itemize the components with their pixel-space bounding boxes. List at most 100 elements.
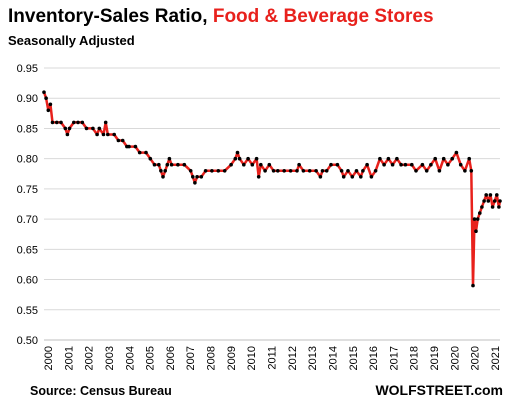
chart-title-highlight: Food & Beverage Stores bbox=[212, 6, 434, 27]
x-tick-label: 2020 bbox=[449, 346, 461, 370]
data-point bbox=[191, 175, 195, 179]
data-point bbox=[472, 217, 477, 221]
data-point bbox=[414, 169, 418, 173]
y-tick-label: 0.75 bbox=[17, 184, 38, 196]
data-point bbox=[216, 169, 221, 173]
data-point bbox=[490, 205, 495, 209]
data-point bbox=[492, 199, 497, 203]
data-point bbox=[235, 150, 240, 155]
data-point bbox=[152, 162, 157, 167]
data-point bbox=[365, 162, 369, 167]
x-tick-label: 2009 bbox=[226, 346, 238, 370]
data-point bbox=[222, 169, 227, 173]
data-point bbox=[420, 162, 425, 167]
data-point bbox=[467, 156, 472, 161]
x-tick-label: 2017 bbox=[388, 346, 400, 370]
data-point bbox=[148, 156, 153, 161]
source-note: Source: Census Bureau bbox=[30, 384, 172, 398]
data-point bbox=[242, 162, 246, 167]
data-point bbox=[246, 156, 250, 161]
data-point bbox=[199, 175, 204, 179]
data-point bbox=[314, 169, 318, 173]
data-point bbox=[195, 175, 199, 179]
data-point bbox=[59, 120, 63, 125]
data-point bbox=[320, 169, 325, 173]
data-point bbox=[488, 193, 493, 197]
data-point bbox=[301, 169, 306, 173]
x-tick-label: 2003 bbox=[104, 346, 116, 370]
data-point bbox=[335, 162, 340, 167]
y-tick-label: 0.90 bbox=[17, 93, 38, 105]
data-point bbox=[295, 169, 299, 173]
data-point bbox=[495, 193, 499, 197]
data-point bbox=[237, 156, 242, 161]
data-point bbox=[50, 120, 55, 125]
data-point bbox=[446, 162, 450, 167]
data-point bbox=[267, 162, 272, 167]
data-point bbox=[297, 162, 301, 167]
data-point bbox=[112, 132, 116, 137]
data-point bbox=[475, 217, 480, 221]
data-point bbox=[210, 169, 214, 173]
data-point bbox=[91, 126, 95, 131]
data-point bbox=[159, 169, 163, 173]
data-point bbox=[229, 162, 233, 167]
data-point bbox=[161, 175, 165, 179]
data-point bbox=[44, 96, 48, 100]
data-point bbox=[63, 126, 68, 131]
data-point bbox=[80, 120, 85, 125]
x-tick-label: 2015 bbox=[348, 346, 360, 370]
data-point bbox=[144, 150, 148, 155]
data-point bbox=[84, 126, 89, 131]
y-tick-label: 0.65 bbox=[17, 244, 38, 256]
data-point bbox=[350, 175, 355, 179]
x-tick-label: 2002 bbox=[84, 346, 96, 370]
chart-subtitle: Seasonally Adjusted bbox=[8, 33, 135, 48]
data-point bbox=[450, 156, 455, 161]
data-point bbox=[282, 169, 287, 173]
y-tick-label: 0.50 bbox=[17, 335, 38, 347]
data-point bbox=[382, 162, 386, 167]
data-point bbox=[193, 181, 197, 185]
data-point bbox=[165, 162, 170, 167]
x-axis-tick-labels: 2000 2001 2002 2003 2004 2005 2006 2007 2008 2009… bbox=[43, 346, 502, 370]
data-point bbox=[329, 162, 333, 167]
data-point bbox=[188, 169, 193, 173]
data-point bbox=[354, 169, 359, 173]
x-tick-label: 2006 bbox=[165, 346, 177, 370]
data-point bbox=[474, 229, 478, 233]
data-point bbox=[169, 162, 174, 167]
data-point bbox=[378, 156, 382, 161]
data-point bbox=[424, 169, 429, 173]
data-point bbox=[106, 132, 110, 137]
data-point bbox=[271, 169, 276, 173]
data-point bbox=[437, 169, 442, 173]
data-point bbox=[72, 120, 76, 125]
data-point bbox=[256, 175, 261, 179]
x-tick-label: 2021 bbox=[490, 346, 502, 370]
x-tick-label: 2013 bbox=[307, 346, 319, 370]
data-point bbox=[133, 144, 138, 149]
y-tick-label: 0.95 bbox=[17, 63, 38, 75]
data-point bbox=[498, 199, 502, 203]
data-point bbox=[176, 162, 180, 167]
chart-title-main: Inventory-Sales Ratio, bbox=[8, 6, 208, 27]
data-point bbox=[254, 156, 259, 161]
y-tick-label: 0.60 bbox=[17, 275, 38, 287]
data-point bbox=[127, 144, 131, 149]
data-point bbox=[458, 162, 463, 167]
data-point bbox=[341, 175, 346, 179]
data-point bbox=[137, 150, 142, 155]
x-tick-label: 2005 bbox=[145, 346, 157, 370]
data-point bbox=[441, 156, 446, 161]
data-point bbox=[433, 156, 438, 161]
data-point bbox=[182, 162, 187, 167]
data-point bbox=[484, 193, 489, 197]
data-point bbox=[480, 205, 484, 209]
x-tick-label: 2011 bbox=[267, 346, 279, 370]
chart-title: Inventory-Sales Ratio, Food & Beverage S… bbox=[8, 6, 434, 28]
data-point bbox=[346, 169, 350, 173]
data-point bbox=[203, 169, 208, 173]
x-tick-label: 2007 bbox=[185, 346, 197, 370]
